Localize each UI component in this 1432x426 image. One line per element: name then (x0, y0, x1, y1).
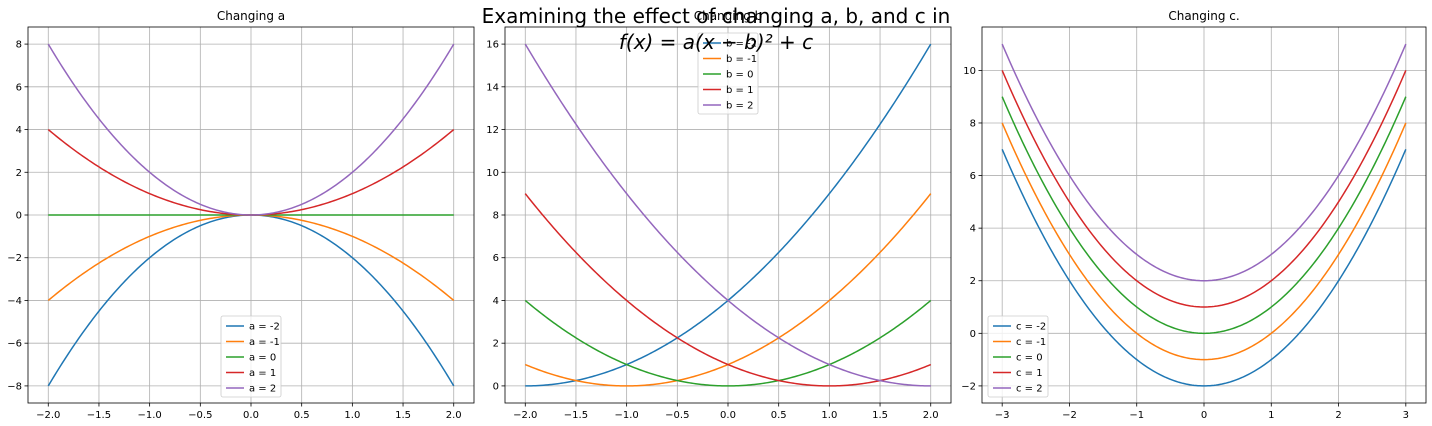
y-tick-label: 0 (970, 329, 976, 340)
legend: b = -2 b = -1 b = 0 b = 1 b = 2 (697, 32, 759, 115)
y-tick-label: 6 (970, 171, 976, 182)
y-tick-label: −2 (7, 253, 22, 264)
x-tick-label: 2.0 (446, 410, 462, 421)
y-tick-label: 10 (963, 66, 976, 77)
y-tick-label: −6 (7, 339, 22, 350)
plot-title: Changing c. (1168, 9, 1239, 23)
y-tick-label: 10 (486, 168, 499, 179)
series-line-5 (1001, 43, 1407, 282)
x-tick-label: 1.0 (821, 410, 837, 421)
x-tick-label: −0.5 (665, 410, 689, 421)
legend: c = -2 c = -1 c = 0 c = 1 c = 2 (987, 315, 1049, 398)
y-tick-label: 4 (16, 125, 22, 136)
y-tick-label: 4 (970, 224, 976, 235)
x-tick-label: −0.5 (188, 410, 212, 421)
legend-label: a = 0 (249, 353, 276, 364)
legend-label: a = 2 (249, 384, 276, 395)
x-tick-label: −2 (1062, 410, 1077, 421)
series-line-4 (524, 193, 932, 387)
legend-label: b = 2 (726, 101, 753, 112)
y-tick-label: 2 (16, 168, 22, 179)
figure-suptitle-line2: f(x) = a(x − b)² + c (618, 30, 814, 54)
legend-label: c = 0 (1016, 353, 1043, 364)
y-tick-label: 14 (486, 82, 499, 93)
legend-label: a = -2 (249, 322, 280, 333)
plot-2: −2.0 −1.5 −1.0 −0.5 0.0 0.5 1.0 1.5 2.0 0 2 4 6 8 10 12… (486, 9, 952, 421)
x-tick-label: −1.5 (564, 410, 588, 421)
x-tick-label: 0.5 (294, 410, 310, 421)
series-line-5 (524, 43, 931, 387)
legend-label: a = -1 (249, 337, 280, 348)
x-tick-label: −3 (995, 410, 1010, 421)
x-tick-label: 2 (1335, 410, 1341, 421)
plot-1: −2.0 −1.5 −1.0 −0.5 0.0 0.5 1.0 1.5 2.0 −8 −6 −4 −2 0… (7, 9, 475, 421)
legend-label: c = 1 (1016, 368, 1043, 379)
plot-title: Changing b (694, 9, 763, 23)
y-tick-label: 2 (493, 339, 499, 350)
plot-title: Changing a (217, 9, 285, 23)
x-tick-label: −1.5 (87, 410, 111, 421)
legend-box (697, 32, 759, 115)
x-tick-label: 1 (1268, 410, 1274, 421)
legend-label: c = -1 (1016, 337, 1046, 348)
legend-label: b = 1 (726, 85, 753, 96)
y-tick-label: 0 (16, 211, 22, 222)
y-tick-label: 8 (16, 40, 22, 51)
x-tick-label: −1 (1129, 410, 1144, 421)
x-tick-label: 0.5 (771, 410, 787, 421)
legend-label: c = 2 (1016, 384, 1043, 395)
y-tick-label: 2 (970, 276, 976, 287)
x-tick-label: −2.0 (36, 410, 60, 421)
x-tick-label: 1.5 (395, 410, 411, 421)
y-tick-label: 8 (970, 118, 976, 129)
legend: a = -2 a = -1 a = 0 a = 1 a = 2 (220, 315, 282, 398)
y-tick-label: 4 (493, 296, 499, 307)
y-tick-label: −4 (7, 296, 22, 307)
y-tick-label: 12 (486, 125, 499, 136)
y-tick-label: −8 (7, 381, 22, 392)
y-tick-label: 6 (493, 253, 499, 264)
legend-label: b = -2 (726, 39, 757, 50)
y-tick-label: 0 (493, 381, 499, 392)
y-tick-label: 6 (16, 82, 22, 93)
y-tick-label: −2 (961, 381, 976, 392)
x-tick-label: −1.0 (614, 410, 638, 421)
x-tick-label: 0.0 (720, 410, 736, 421)
x-tick-label: −1.0 (137, 410, 161, 421)
series-line-4 (1001, 70, 1407, 308)
figure-suptitle-line1: Examining the effect of changing a, b, a… (481, 4, 951, 28)
x-tick-label: 1.0 (344, 410, 360, 421)
legend-box (220, 315, 282, 398)
x-tick-label: −2.0 (513, 410, 537, 421)
legend-label: b = -1 (726, 54, 757, 65)
x-tick-label: 1.5 (872, 410, 888, 421)
series-line-3 (1001, 96, 1407, 335)
series-line-1 (1001, 148, 1407, 387)
legend-label: a = 1 (249, 368, 276, 379)
series-line-3 (524, 299, 932, 387)
x-tick-label: 0 (1201, 410, 1207, 421)
x-tick-label: 0.0 (243, 410, 259, 421)
y-tick-label: 8 (493, 211, 499, 222)
legend-box (987, 315, 1049, 398)
legend-label: b = 0 (726, 70, 753, 81)
series-line-5 (47, 43, 455, 216)
legend-label: c = -2 (1016, 322, 1046, 333)
x-tick-label: 2.0 (923, 410, 939, 421)
x-tick-label: 3 (1403, 410, 1409, 421)
y-tick-label: 16 (486, 40, 499, 51)
series-line-2 (1001, 122, 1407, 361)
